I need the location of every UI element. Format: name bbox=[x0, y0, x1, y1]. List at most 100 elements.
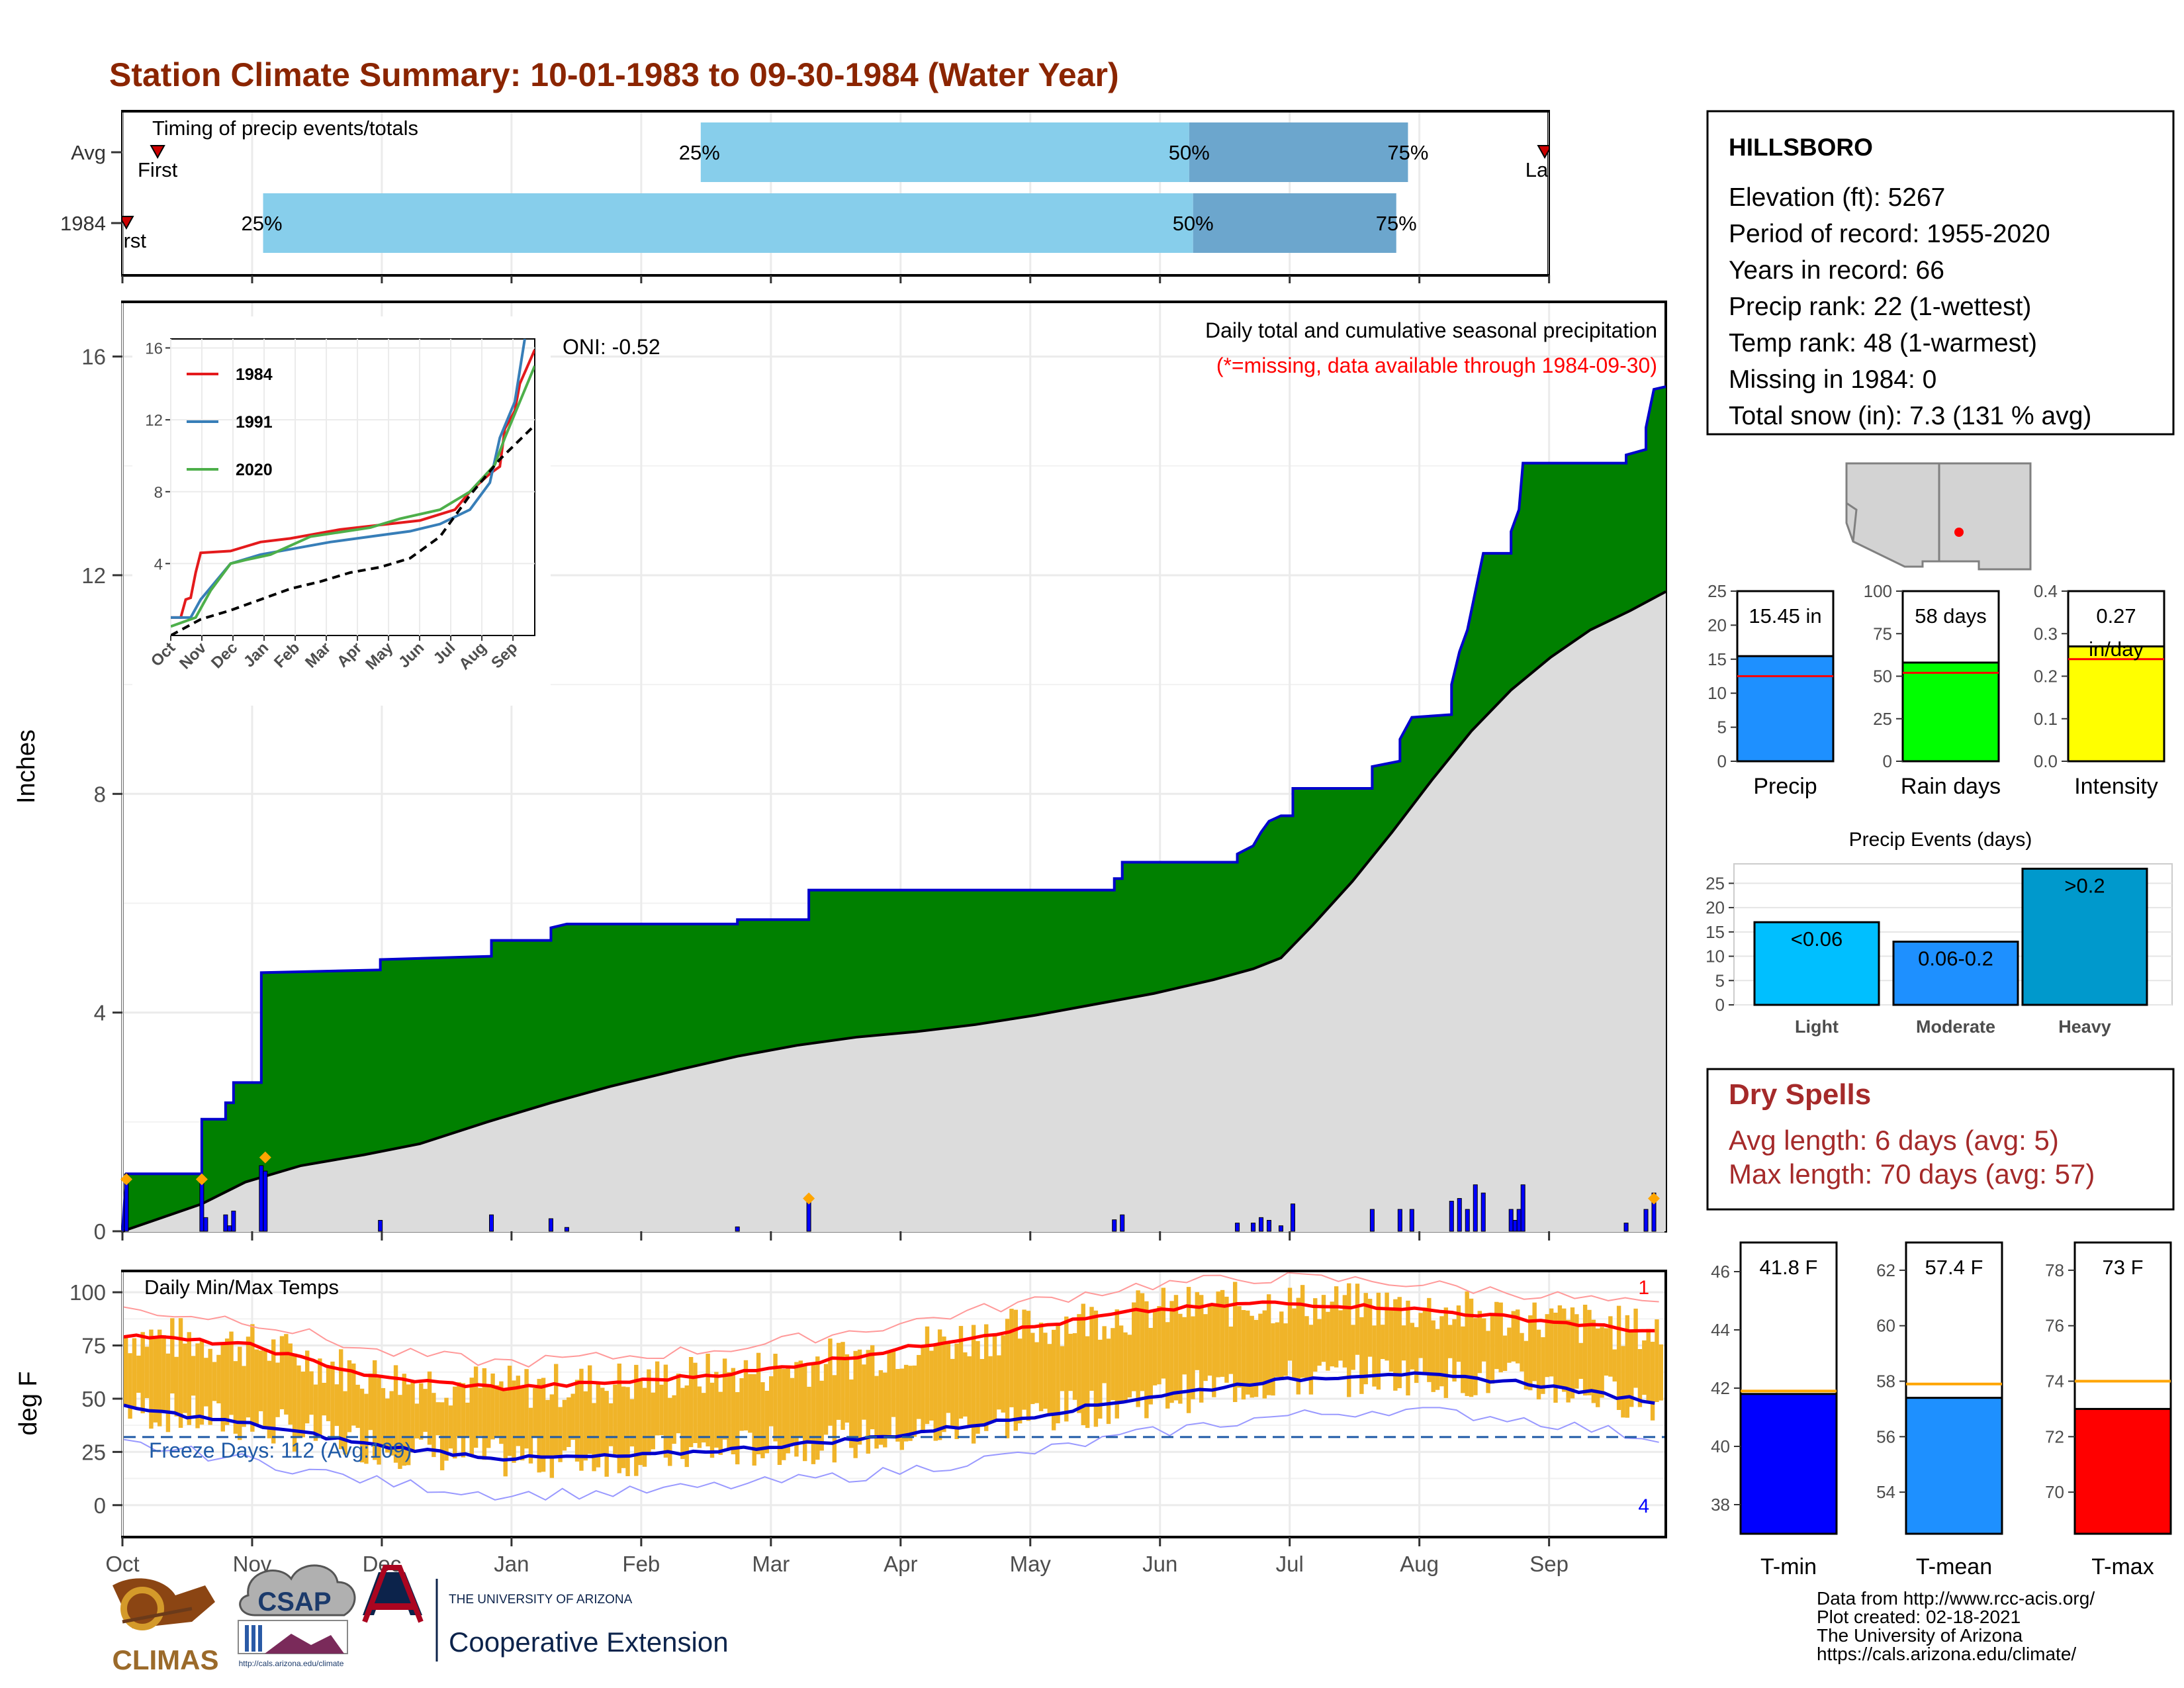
temp-summary-y-tick-label: 60 bbox=[1876, 1316, 1895, 1336]
footer-line-created: Plot created: 02-18-2021 bbox=[1817, 1607, 2021, 1627]
temp-daily-bar bbox=[937, 1329, 942, 1440]
temp-daily-bar bbox=[748, 1374, 752, 1433]
temp-daily-bar bbox=[1081, 1303, 1085, 1426]
temp-daily-bar bbox=[351, 1363, 356, 1426]
station-line-years: Years in record: 66 bbox=[1729, 256, 1944, 285]
climas-text: CLIMAS bbox=[113, 1644, 219, 1675]
timing-first-label: First bbox=[107, 229, 147, 252]
temp-daily-bar bbox=[275, 1362, 280, 1417]
temp-daily-bar bbox=[254, 1349, 259, 1425]
precip-daily-bar bbox=[564, 1227, 569, 1232]
inset-series-line bbox=[171, 365, 535, 628]
temp-daily-bar bbox=[1178, 1313, 1183, 1404]
station-line-missing: Missing in 1984: 0 bbox=[1729, 365, 1936, 394]
temp-daily-bar bbox=[756, 1352, 761, 1454]
temp-daily-bar bbox=[1477, 1311, 1482, 1374]
temp-daily-bar bbox=[608, 1403, 614, 1446]
temp-daily-bar bbox=[1266, 1294, 1271, 1395]
events-bar bbox=[1892, 941, 2019, 1006]
temp-daily-bar bbox=[1300, 1285, 1305, 1378]
precip-daily-bar bbox=[548, 1218, 553, 1232]
temp-daily-bar bbox=[1009, 1309, 1014, 1407]
temp-daily-bar bbox=[1621, 1346, 1625, 1418]
temp-daily-bar bbox=[807, 1386, 811, 1444]
temp-ylabel: deg F bbox=[15, 1371, 42, 1435]
station-line-precip-rank: Precip rank: 22 (1-wettest) bbox=[1729, 293, 2031, 321]
temp-daily-bar bbox=[313, 1384, 318, 1441]
temp-daily-bar bbox=[1115, 1309, 1119, 1419]
temp-daily-bar bbox=[1431, 1320, 1435, 1392]
temp-daily-bar bbox=[406, 1384, 411, 1466]
temp-daily-bar bbox=[1443, 1307, 1449, 1398]
temp-daily-bar bbox=[929, 1350, 934, 1421]
events-category-label: Moderate bbox=[1916, 1017, 1995, 1037]
season-y-tick-label: 0 bbox=[1883, 751, 1892, 771]
precip-daily-bar bbox=[1397, 1209, 1402, 1232]
temp-summary-y-tick-label: 40 bbox=[1711, 1436, 1730, 1456]
temp-daily-bar bbox=[187, 1332, 191, 1425]
temp-daily-bar bbox=[208, 1348, 212, 1425]
temp-daily-bar bbox=[1068, 1333, 1073, 1391]
temp-x-tick-label: Oct bbox=[105, 1552, 139, 1576]
temp-summary-y-tick-label: 56 bbox=[1876, 1427, 1895, 1446]
temp-daily-bar bbox=[967, 1356, 972, 1428]
precip-daily-bar bbox=[1112, 1219, 1117, 1232]
events-y-tick-label: 20 bbox=[1706, 898, 1725, 917]
temp-daily-bar bbox=[621, 1386, 626, 1468]
temp-daily-bar bbox=[414, 1403, 420, 1439]
temp-daily-bar bbox=[1077, 1314, 1081, 1413]
temp-daily-bar bbox=[423, 1389, 428, 1432]
temp-daily-bar bbox=[1241, 1309, 1246, 1400]
temp-daily-bar bbox=[853, 1350, 858, 1458]
temp-daily-bar bbox=[1490, 1315, 1495, 1384]
temp-daily-bar bbox=[1659, 1344, 1664, 1401]
temp-daily-bar bbox=[769, 1376, 774, 1427]
temp-daily-bar bbox=[903, 1364, 909, 1442]
temp-daily-bar bbox=[663, 1364, 668, 1458]
temp-daily-bar bbox=[1604, 1328, 1609, 1376]
precip-cumulative-line bbox=[121, 385, 1666, 1232]
temp-daily-bar bbox=[212, 1362, 217, 1401]
temp-daily-bar bbox=[305, 1350, 310, 1424]
temp-daily-bar bbox=[1136, 1290, 1140, 1407]
precip-daily-bar bbox=[1643, 1209, 1649, 1232]
temp-panel: deg F Daily Min/Max Temps Freeze Days: 1… bbox=[15, 1270, 1667, 1576]
temp-daily-bar bbox=[195, 1343, 200, 1429]
temp-daily-bar bbox=[857, 1349, 862, 1445]
season-panel-name: Rain days bbox=[1901, 774, 2001, 799]
temp-daily-bar bbox=[1212, 1303, 1216, 1397]
temp-daily-bar bbox=[705, 1353, 710, 1447]
temp-daily-bar bbox=[1030, 1333, 1035, 1405]
temp-daily-bar bbox=[718, 1391, 723, 1455]
timing-bar-25-50 bbox=[263, 193, 1193, 253]
temp-daily-bar bbox=[124, 1335, 128, 1405]
temp-daily-bar bbox=[1397, 1297, 1402, 1389]
temp-daily-bar bbox=[1330, 1301, 1334, 1367]
temp-daily-bar bbox=[490, 1373, 495, 1440]
temp-daily-bar bbox=[1085, 1336, 1090, 1429]
temp-daily-bar bbox=[385, 1398, 390, 1453]
temp-daily-bar bbox=[1250, 1315, 1254, 1398]
precip-average-area bbox=[122, 591, 1666, 1231]
temp-daily-bar bbox=[1494, 1301, 1499, 1370]
temp-daily-bar bbox=[1532, 1302, 1537, 1382]
temp-daily-bar bbox=[997, 1355, 1001, 1410]
inset-y-tick-label: 4 bbox=[154, 555, 163, 573]
timing-bar-50-75 bbox=[1189, 122, 1408, 182]
precip-daily-bar bbox=[1369, 1209, 1375, 1232]
csap-logo: CSAP http://cals.arizona.edu/climate bbox=[238, 1564, 356, 1668]
temp-daily-bar bbox=[204, 1358, 208, 1407]
temp-daily-bar bbox=[318, 1358, 322, 1438]
temp-daily-bar bbox=[1287, 1288, 1293, 1361]
season-value-label-2: in/day bbox=[2089, 637, 2144, 661]
temp-daily-bar bbox=[735, 1392, 740, 1465]
timing-panel: 25% 50% 75% First Last Avg 25% 50% 75% First Last 1… bbox=[60, 110, 1551, 283]
temp-daily-bar bbox=[216, 1354, 221, 1403]
footer-credits: Data from http://www.rcc-acis.org/ Plot … bbox=[1817, 1588, 2095, 1664]
temp-daily-bar bbox=[638, 1379, 643, 1466]
temp-daily-bar bbox=[238, 1346, 242, 1440]
temp-daily-bar bbox=[908, 1366, 913, 1441]
temp-daily-bar bbox=[1381, 1325, 1385, 1360]
temp-daily-bar bbox=[1486, 1331, 1490, 1393]
ua-small-text: THE UNIVERSITY OF ARIZONA bbox=[449, 1593, 633, 1607]
